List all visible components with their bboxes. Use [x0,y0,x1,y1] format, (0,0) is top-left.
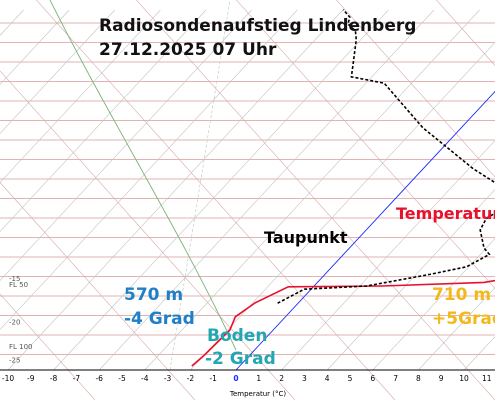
isotherm-line [98,9,435,371]
left-axis-label: -25 [9,357,20,365]
isotherm-line [0,9,161,183]
upper-height-label: 710 m [432,285,492,305]
chart-series [191,9,495,367]
x-tick-label: -8 [50,374,58,383]
dry-adiabat-line [0,70,296,400]
moist-adiabat-line [49,0,237,351]
left-axis-label: FL 100 [9,343,33,351]
left-axis-labels: -25 FL 100 -20 FL 50-15 [9,275,33,365]
chart-title: Radiosondenaufstieg Lindenberg [99,16,417,36]
upper-temp-label: +5Grad [432,309,495,329]
inversion-temp-label: -4 Grad [124,309,195,329]
x-tick-label: 8 [416,374,421,383]
x-tick-label: 10 [459,374,469,383]
isotherm-line [7,9,344,371]
isotherm-line [418,287,495,371]
isotherm-line [0,9,298,331]
x-tick-label: -2 [187,374,195,383]
isotherm-line [0,9,252,281]
zero-isotherm-line [235,90,495,371]
isotherm-line [0,9,116,134]
boden-temp-label: -2 Grad [205,349,276,369]
left-axis-label: -20 [9,319,20,327]
dry-adiabat-line [0,293,96,400]
dry-adiabat-line [335,0,495,178]
boden-label: Boden [207,326,268,346]
x-tick-label: -4 [141,374,149,383]
isotherm-line [144,9,480,371]
x-tick-labels: -10 -9 -8 -7 -6 -5 -4 -3 -2 -1 0 1 2 3 4 5 6 7 8 9 10 11 [2,374,492,383]
left-axis-label: FL 50 [9,281,28,289]
x-tick-label: 9 [439,374,444,383]
isotherm-line [0,9,70,85]
x-tick-label: -3 [164,374,172,383]
x-tick-label: 11 [482,374,492,383]
x-axis-label: Temperatur (°C) [229,390,287,398]
mixing-ratio-line [169,0,231,371]
dry-adiabat-line [35,0,396,400]
x-tick-label: -5 [118,374,126,383]
x-tick-label: -9 [27,374,35,383]
isotherm-line [281,140,495,371]
series-line-taupunkt [277,9,495,304]
x-tick-label: 4 [325,374,330,383]
series-line-temperatur [191,279,495,367]
chart-subtitle: 27.12.2025 07 Uhr [99,40,277,60]
x-tick-label: -6 [95,374,103,383]
x-tick-label: 7 [393,374,398,383]
x-tick-label: 0 [233,374,238,383]
isotherm-line [0,9,207,232]
dry-adiabat-line [435,0,495,66]
x-tick-label: 2 [279,374,284,383]
x-tick-label: -1 [209,374,217,383]
x-tick-label: -10 [2,374,14,383]
isotherm-line [53,9,389,371]
left-axis-label: -15 [9,275,20,283]
dry-adiabat-line [235,0,495,289]
x-tick-label: 3 [302,374,307,383]
inversion-height-label: 570 m [124,285,184,305]
taupunkt-label: Taupunkt [264,228,348,247]
x-tick-label: -7 [73,374,81,383]
temperatur-label: Temperatur [396,204,495,223]
isotherm-line [372,238,495,371]
x-tick-label: 6 [370,374,375,383]
dry-adiabat-line [0,182,196,400]
x-tick-label: 1 [256,374,261,383]
x-tick-label: 5 [348,374,353,383]
